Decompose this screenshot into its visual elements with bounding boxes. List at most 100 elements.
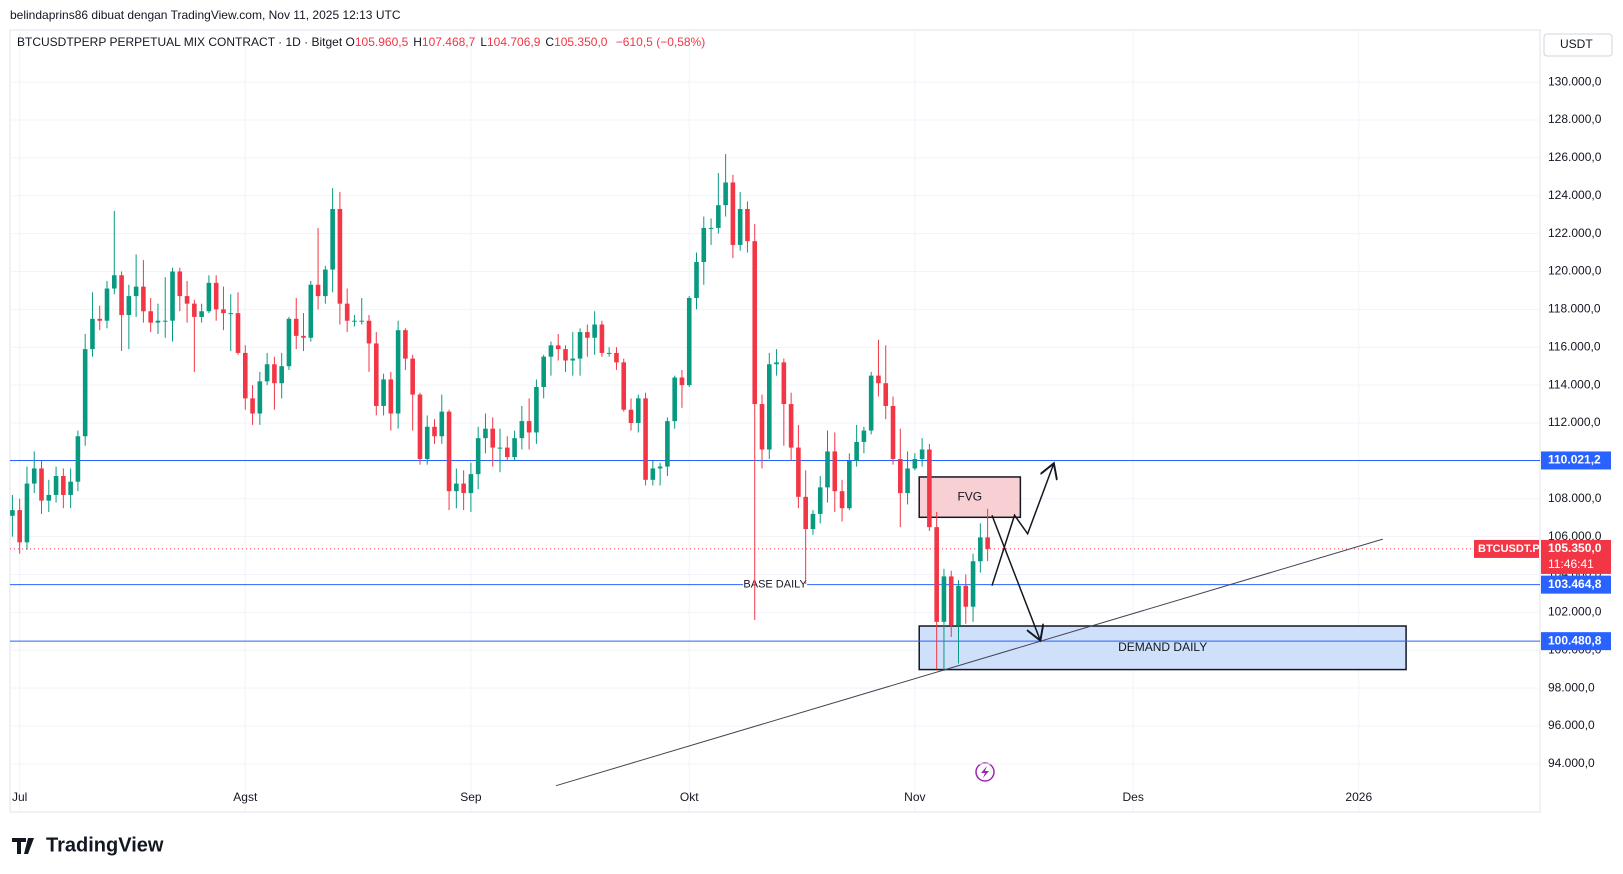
level-badge bbox=[1541, 575, 1611, 594]
candle-body bbox=[82, 349, 88, 437]
y-tick-label: 96.000,0 bbox=[1548, 718, 1595, 732]
candle-body bbox=[766, 364, 772, 450]
candle-body bbox=[745, 208, 750, 242]
candle-body bbox=[90, 318, 95, 350]
candle-body bbox=[643, 398, 648, 480]
candle-body bbox=[75, 436, 81, 482]
candle-body bbox=[941, 576, 947, 622]
ohlc-value: 105.350,0 bbox=[554, 35, 608, 49]
candle-body bbox=[854, 441, 859, 461]
candle-body bbox=[701, 227, 707, 263]
ohlc: O105.960,5 H107.468,7 L104.706,9 C105.350,0 bbox=[346, 35, 613, 49]
candle-body bbox=[512, 438, 517, 458]
level-note-bg bbox=[743, 577, 808, 592]
candle-body bbox=[490, 428, 496, 448]
y-tick-label: 126.000,0 bbox=[1548, 150, 1602, 164]
candle-body bbox=[970, 561, 976, 607]
credit: belindaprins86 dibuat dengan TradingView… bbox=[10, 8, 401, 22]
x-tick-label: Sep bbox=[460, 790, 482, 804]
candle-body bbox=[614, 352, 619, 363]
change-pct: (−0,58%) bbox=[656, 35, 706, 49]
candle-body bbox=[919, 449, 925, 459]
candle-body bbox=[847, 460, 852, 509]
candle-body bbox=[592, 324, 597, 338]
candle-body bbox=[228, 313, 234, 315]
candle-body bbox=[825, 451, 830, 488]
level-badge bbox=[1541, 451, 1611, 470]
y-tick-label: 122.000,0 bbox=[1548, 226, 1602, 240]
candle-body bbox=[10, 510, 15, 516]
candle-body bbox=[46, 494, 52, 501]
y-tick-label: 128.000,0 bbox=[1548, 112, 1602, 126]
level-label: 100.480,8 bbox=[1548, 633, 1602, 647]
candle-body bbox=[694, 262, 699, 298]
candle-body bbox=[723, 182, 728, 206]
candle-body bbox=[817, 487, 823, 514]
candle-body bbox=[585, 332, 590, 338]
zone bbox=[918, 476, 1022, 519]
candle-body bbox=[796, 447, 801, 497]
candle-body bbox=[504, 447, 510, 458]
event-icon[interactable] bbox=[975, 762, 995, 782]
candle-body bbox=[774, 362, 779, 365]
ohlc-value: 105.960,5 bbox=[354, 35, 409, 49]
level-badge bbox=[1541, 632, 1611, 651]
candle-body bbox=[468, 474, 474, 494]
candle-body bbox=[635, 398, 641, 423]
candle-body bbox=[876, 375, 881, 384]
price-badge bbox=[1541, 539, 1611, 574]
ohlc-value: 107.468,7 bbox=[421, 35, 476, 49]
candle-body bbox=[257, 381, 263, 414]
candle-body bbox=[395, 330, 401, 414]
ohlc-key: C bbox=[545, 35, 555, 49]
candle-body bbox=[366, 320, 372, 344]
arrow bbox=[991, 463, 1054, 586]
candle-body bbox=[221, 309, 226, 314]
candle-body bbox=[213, 282, 219, 310]
y-tick-label: 102.000,0 bbox=[1548, 605, 1602, 619]
candle-body bbox=[235, 313, 241, 353]
candle-body bbox=[978, 537, 983, 562]
candle-body bbox=[621, 362, 627, 410]
candle-body bbox=[301, 335, 306, 338]
candle-body bbox=[432, 426, 437, 437]
brand: TradingView bbox=[46, 834, 164, 856]
candle-body bbox=[497, 447, 503, 449]
candle-body bbox=[39, 468, 44, 501]
ohlc-key: O bbox=[345, 35, 355, 49]
candle-body bbox=[665, 421, 670, 467]
candle-body bbox=[141, 286, 146, 312]
level-label: 103.464,8 bbox=[1548, 577, 1602, 591]
candle-body bbox=[861, 430, 867, 442]
y-tick-label: 118.000,0 bbox=[1548, 302, 1601, 316]
x-tick-label: Okt bbox=[680, 790, 699, 804]
candle-body bbox=[53, 476, 59, 495]
candle-body bbox=[883, 383, 889, 406]
change: −610,5 bbox=[615, 35, 653, 49]
candle-body bbox=[483, 428, 488, 439]
candle-body bbox=[264, 364, 270, 382]
y-tick-label: 112.000,0 bbox=[1548, 415, 1601, 429]
legend: BTCUSDTPERP PERPETUAL MIX CONTRACT · 1D … bbox=[17, 35, 705, 49]
candle-body bbox=[417, 394, 423, 459]
candle-body bbox=[759, 404, 765, 450]
y-tick-label: 130.000,0 bbox=[1548, 74, 1602, 88]
candle-body bbox=[126, 296, 132, 316]
y-tick-label: 98.000,0 bbox=[1548, 680, 1595, 694]
candle-body bbox=[752, 241, 758, 405]
candle-body bbox=[352, 320, 357, 322]
candle-body bbox=[934, 527, 939, 622]
candle-body bbox=[337, 208, 343, 304]
candle-body bbox=[912, 458, 918, 469]
candle-body bbox=[730, 182, 736, 245]
zone bbox=[918, 625, 1407, 671]
candle-body bbox=[104, 288, 110, 321]
currency-box[interactable] bbox=[1543, 33, 1613, 57]
candle-body bbox=[526, 421, 532, 433]
candle-body bbox=[24, 483, 30, 543]
candle-body bbox=[177, 271, 183, 297]
y-tick-label: 120.000,0 bbox=[1548, 264, 1602, 278]
candle-body bbox=[446, 411, 452, 492]
